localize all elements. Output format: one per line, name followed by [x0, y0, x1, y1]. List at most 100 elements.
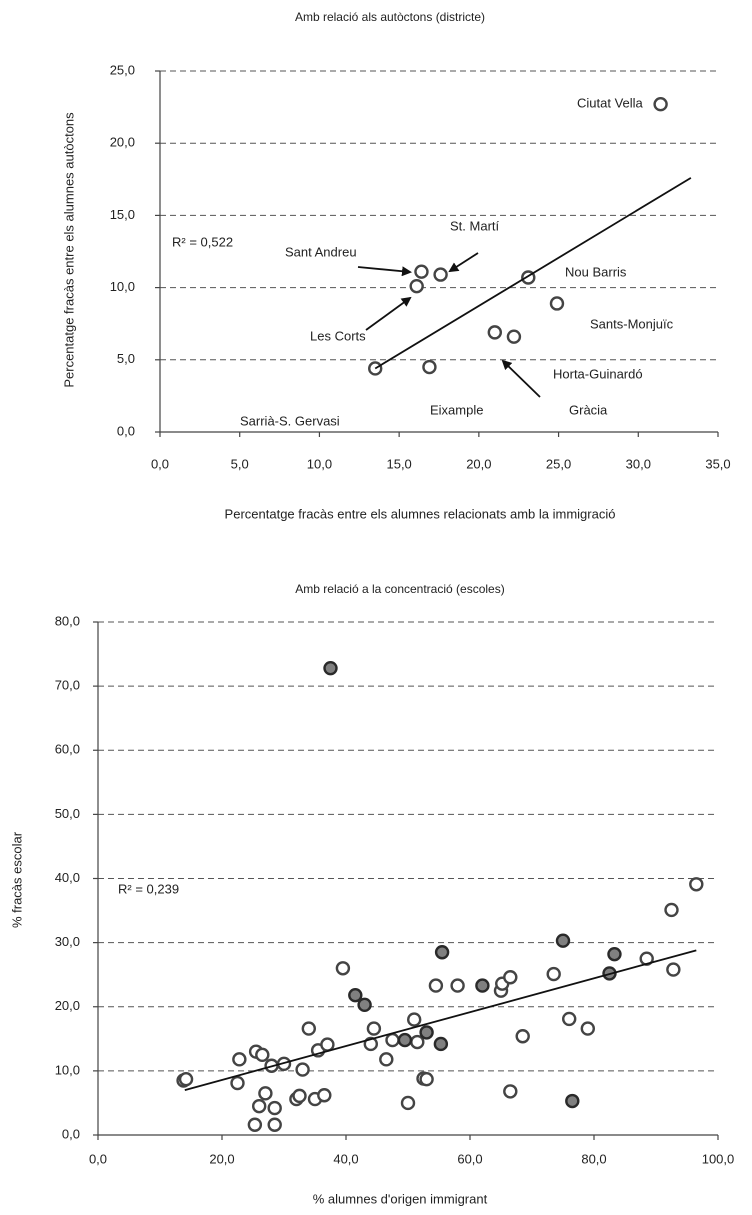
annotation: Sarrià-S. Gervasi — [240, 413, 340, 428]
scatter-point — [475, 978, 490, 993]
annotation: Sants-Monjuïc — [590, 316, 674, 331]
scatter-point — [689, 877, 704, 892]
scatter-point — [503, 1084, 518, 1099]
scatter-point — [503, 970, 518, 985]
scatter-point — [252, 1098, 267, 1114]
scatter-point — [178, 1072, 194, 1087]
scatter-point — [348, 988, 363, 1003]
scatter-point — [546, 966, 561, 982]
chart-title: Amb relació als autòctons (districte) — [295, 10, 485, 24]
y-tick-label: 25,0 — [110, 62, 135, 77]
scatter-point — [664, 902, 679, 918]
scatter-point — [580, 1021, 595, 1036]
scatter-point — [487, 325, 502, 340]
x-tick-label: 100,0 — [702, 1151, 735, 1166]
scatter-point — [607, 946, 622, 962]
scatter-point — [320, 1037, 335, 1052]
scatter-point — [419, 1025, 434, 1040]
x-tick-label: 30,0 — [626, 456, 651, 471]
r-squared-label: R² = 0,239 — [118, 881, 179, 896]
annotation: Gràcia — [569, 402, 608, 417]
scatter-point — [409, 278, 424, 294]
scatter-point — [301, 1021, 316, 1036]
y-tick-label: 0,0 — [117, 423, 135, 438]
y-tick-label: 15,0 — [110, 207, 135, 222]
scatter-point — [555, 933, 571, 948]
scatter-point — [428, 978, 444, 993]
x-axis-label: % alumnes d'origen immigrant — [313, 1191, 488, 1206]
y-tick-label: 50,0 — [55, 806, 80, 821]
y-tick-label: 10,0 — [110, 279, 135, 294]
scatter-point — [565, 1093, 580, 1109]
annotation: Horta-Guinardó — [553, 366, 643, 381]
annotation: Sant Andreu — [285, 244, 357, 259]
scatter-point — [357, 997, 372, 1013]
x-tick-label: 35,0 — [705, 456, 730, 471]
trendline — [184, 949, 697, 1091]
scatter-point — [562, 1011, 577, 1027]
annotation: Eixample — [430, 402, 483, 417]
scatter-point — [232, 1052, 247, 1067]
scatter-point — [419, 1072, 434, 1087]
scatter-point — [400, 1095, 416, 1111]
annotation: St. Martí — [450, 218, 500, 233]
x-tick-label: 0,0 — [151, 456, 169, 471]
trendline — [374, 177, 692, 370]
scatter-point — [410, 1034, 425, 1050]
scatter-point — [433, 1036, 449, 1052]
scatter-point — [267, 1117, 282, 1132]
y-tick-label: 20,0 — [55, 998, 80, 1013]
scatter-point — [653, 97, 668, 112]
y-tick-label: 10,0 — [55, 1062, 80, 1077]
scatter-point — [407, 1012, 422, 1027]
scatter-point — [247, 1117, 263, 1132]
y-axis-label: Percentatge fracàs entre els alumnes aut… — [61, 112, 76, 388]
scatter-point — [515, 1029, 530, 1044]
y-tick-label: 0,0 — [62, 1126, 80, 1141]
scatter-point — [549, 296, 565, 311]
x-tick-label: 20,0 — [466, 456, 491, 471]
scatter-point — [433, 267, 448, 282]
annotation: Ciutat Vella — [577, 95, 644, 110]
scatter-point — [323, 660, 338, 676]
y-tick-label: 60,0 — [55, 742, 80, 757]
y-tick-label: 30,0 — [55, 934, 80, 949]
arrow — [501, 359, 541, 398]
scatter-point — [385, 1032, 400, 1048]
scatter-point — [295, 1062, 310, 1077]
x-axis-label: Percentatge fracàs entre els alumnes rel… — [225, 506, 616, 521]
x-tick-label: 60,0 — [457, 1151, 482, 1166]
scatter-point — [397, 1032, 413, 1048]
annotation: Les Corts — [310, 328, 366, 343]
y-tick-label: 80,0 — [55, 613, 80, 628]
scatter-point — [366, 1021, 382, 1036]
annotation: Nou Barris — [565, 264, 627, 279]
x-tick-label: 25,0 — [546, 456, 571, 471]
arrow — [357, 266, 412, 277]
scatter-point — [379, 1052, 394, 1067]
x-tick-label: 40,0 — [333, 1151, 358, 1166]
arrow — [365, 296, 412, 331]
y-tick-label: 20,0 — [110, 135, 135, 150]
scatter-point — [422, 359, 437, 375]
scatter-point — [292, 1088, 307, 1104]
y-axis-label: % fracàs escolar — [9, 831, 24, 928]
x-tick-label: 10,0 — [307, 456, 332, 471]
y-tick-label: 5,0 — [117, 351, 135, 366]
x-tick-label: 5,0 — [231, 456, 249, 471]
scatter-point — [255, 1047, 270, 1063]
scatter-point — [414, 264, 429, 279]
scatter-point — [450, 978, 465, 993]
scatter-point — [506, 329, 522, 344]
scatter-point — [317, 1088, 332, 1103]
arrow — [448, 252, 479, 273]
chart-title: Amb relació a la concentració (escoles) — [295, 582, 504, 596]
scatter-point — [335, 961, 351, 976]
y-tick-label: 40,0 — [55, 870, 80, 885]
x-tick-label: 15,0 — [386, 456, 411, 471]
r-squared-label: R² = 0,522 — [172, 234, 233, 249]
scatter-point — [267, 1100, 282, 1116]
scatter-point — [666, 962, 681, 977]
scatter-point — [230, 1075, 245, 1091]
